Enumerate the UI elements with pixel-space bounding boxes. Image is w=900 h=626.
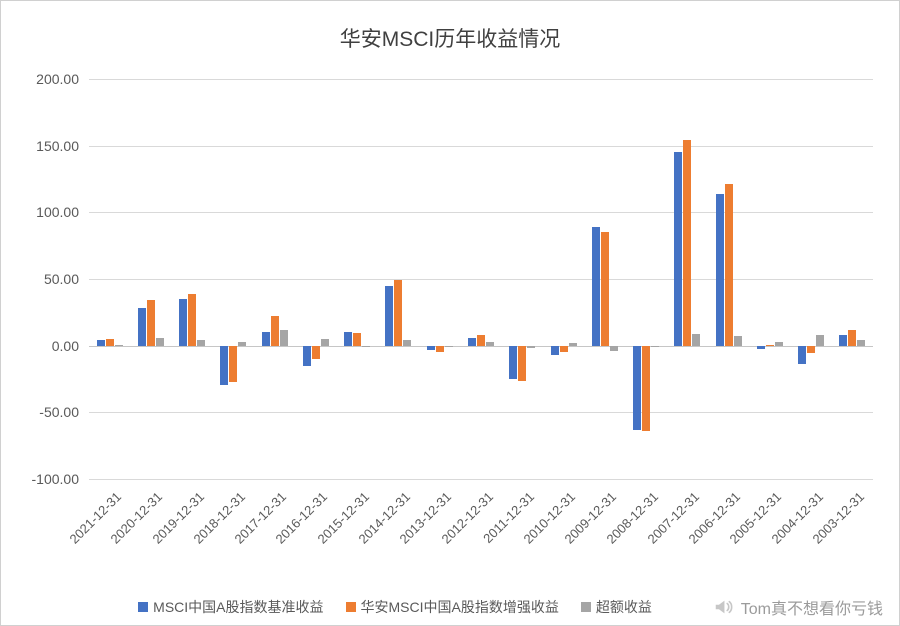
bar	[642, 345, 651, 431]
watermark-text: Tom真不想看你亏钱	[740, 601, 883, 618]
bar	[683, 140, 692, 346]
bar	[155, 337, 164, 346]
bar	[486, 342, 494, 346]
bar	[756, 345, 765, 349]
bar	[261, 332, 270, 346]
y-axis-tick-label: -50.00	[39, 404, 79, 421]
bar	[774, 341, 783, 346]
bar	[188, 293, 197, 346]
chart-title: 华安MSCI历年收益情况	[339, 28, 561, 51]
legend-item-excess: 超额收益	[580, 597, 652, 617]
bar	[302, 345, 311, 366]
bar	[550, 345, 559, 355]
bar	[527, 345, 536, 348]
bar	[857, 340, 866, 346]
bar	[385, 285, 394, 346]
bar	[839, 335, 848, 346]
watermark: Tom真不想看你亏钱	[713, 595, 883, 619]
gridline	[89, 79, 873, 80]
bar	[468, 338, 476, 346]
y-axis-tick-label: 100.00	[36, 204, 79, 221]
y-axis-tick-label: 50.00	[43, 271, 79, 287]
zero-axis-line	[89, 345, 873, 347]
bar	[311, 345, 320, 359]
y-axis-tick-label: 0.00	[51, 337, 79, 354]
bar	[518, 345, 527, 381]
legend-item-benchmark: MSCI中国A股指数基准收益	[138, 597, 324, 617]
y-axis-tick-label: 200.00	[36, 71, 79, 87]
bar	[715, 193, 724, 346]
bar	[674, 152, 683, 346]
legend-swatch-enhanced	[345, 602, 356, 612]
legend-swatch-excess	[580, 602, 591, 612]
bar	[394, 279, 403, 346]
bar	[848, 329, 857, 346]
legend-label-benchmark: MSCI中国A股指数基准收益	[153, 599, 324, 615]
gridline	[89, 212, 873, 214]
y-axis-tick-label: -100.00	[31, 471, 79, 487]
bar	[137, 308, 146, 346]
gridline	[89, 479, 873, 480]
bar	[692, 333, 701, 346]
bar	[96, 339, 105, 346]
bar	[559, 345, 568, 353]
bar	[362, 345, 371, 347]
bar	[238, 342, 247, 346]
bar	[807, 345, 816, 353]
bar	[279, 329, 288, 346]
bar	[179, 299, 188, 346]
gridline	[89, 145, 873, 147]
megaphone-icon	[713, 596, 735, 618]
legend-swatch-benchmark	[138, 602, 149, 612]
legend-label-enhanced: 华安MSCI中国A股指数增强收益	[360, 599, 559, 615]
bar	[600, 232, 609, 346]
bar	[344, 332, 353, 346]
bar	[105, 339, 114, 346]
bar	[426, 345, 435, 351]
bar	[724, 184, 733, 346]
bar	[816, 335, 825, 346]
bar	[197, 340, 206, 346]
bar	[435, 345, 444, 352]
y-axis-tick-label: 150.00	[36, 137, 79, 154]
gridline	[89, 412, 873, 414]
bar	[146, 300, 155, 346]
bar	[591, 227, 600, 346]
bar	[633, 345, 642, 430]
bar	[733, 336, 742, 346]
bar	[765, 345, 774, 346]
bar	[798, 345, 807, 364]
gridline	[89, 279, 873, 280]
bar	[229, 345, 238, 382]
bar	[568, 343, 577, 346]
bar	[114, 345, 123, 346]
bar	[353, 333, 362, 346]
bar	[609, 345, 618, 351]
legend-label-excess: 超额收益	[595, 599, 652, 615]
bar	[320, 339, 329, 346]
bar	[651, 345, 660, 347]
bar	[270, 316, 279, 346]
bar	[444, 345, 453, 347]
plot-area	[89, 79, 873, 480]
bar	[220, 345, 229, 385]
legend-item-enhanced: 华安MSCI中国A股指数增强收益	[345, 597, 559, 617]
bar	[403, 339, 412, 346]
bar	[477, 335, 485, 346]
bar	[509, 345, 518, 379]
legend: MSCI中国A股指数基准收益 华安MSCI中国A股指数增强收益 超额收益	[1, 597, 789, 617]
